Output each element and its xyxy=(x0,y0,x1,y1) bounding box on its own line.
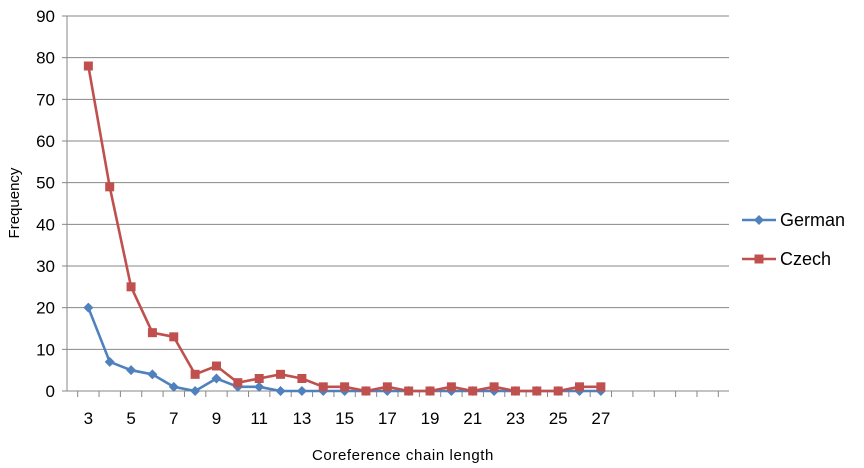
x-tick-label: 5 xyxy=(126,409,135,428)
x-tick-label: 15 xyxy=(335,409,354,428)
data-point xyxy=(468,386,478,396)
legend: German Czech xyxy=(742,210,845,269)
y-tick-label: 70 xyxy=(36,90,55,109)
data-point xyxy=(297,374,307,383)
data-point xyxy=(105,182,115,192)
x-tick-label: 3 xyxy=(84,409,93,428)
legend-label: Czech xyxy=(780,249,831,269)
x-tick-label: 19 xyxy=(421,409,440,428)
data-point xyxy=(596,382,606,392)
data-point xyxy=(211,373,222,384)
data-point xyxy=(532,386,542,396)
data-point xyxy=(147,328,157,338)
data-point xyxy=(83,302,94,313)
y-tick-label: 80 xyxy=(36,49,55,68)
y-tick-label: 50 xyxy=(36,174,55,193)
data-point xyxy=(190,369,200,379)
data-point xyxy=(83,61,93,71)
x-tick-label: 23 xyxy=(506,409,525,428)
legend-marker xyxy=(754,215,764,225)
data-point xyxy=(147,369,158,380)
data-point xyxy=(361,386,371,396)
data-point xyxy=(254,381,265,392)
data-point xyxy=(296,386,307,396)
data-point xyxy=(553,386,563,396)
gridlines xyxy=(67,15,729,350)
x-tick-label: 13 xyxy=(292,409,311,428)
data-point xyxy=(382,382,392,392)
y-tick-label: 30 xyxy=(36,257,55,276)
y-axis-title: Frequency xyxy=(6,167,23,238)
data-point xyxy=(510,386,520,396)
data-point xyxy=(340,382,350,392)
x-tick-label: 27 xyxy=(591,409,610,428)
y-tick-label: 90 xyxy=(36,7,55,26)
x-tick-label: 11 xyxy=(250,409,268,428)
data-series xyxy=(83,61,606,396)
y-tick-label: 40 xyxy=(36,215,55,234)
x-axis-title: Coreference chain length xyxy=(312,447,494,464)
series-line xyxy=(87,65,601,393)
legend-label: German xyxy=(780,210,845,230)
x-tick-labels: 3 5 7 9 11 13 15 17 19 21 23 25 27 xyxy=(84,409,611,428)
legend-marker xyxy=(754,254,764,264)
data-point xyxy=(233,378,243,388)
data-point xyxy=(254,374,264,383)
series-czech xyxy=(83,61,606,396)
data-point xyxy=(275,386,286,396)
x-tick-label: 25 xyxy=(549,409,568,428)
y-tick-label: 10 xyxy=(36,340,55,359)
data-point xyxy=(446,382,456,392)
x-tick-label: 9 xyxy=(212,409,221,428)
data-point xyxy=(168,381,179,392)
data-point xyxy=(318,382,328,392)
data-point xyxy=(169,332,179,342)
legend-item: German xyxy=(742,210,845,230)
data-point xyxy=(211,361,221,371)
y-tick-label: 0 xyxy=(46,382,55,401)
x-tick-label: 17 xyxy=(378,409,397,428)
x-tick-label: 21 xyxy=(463,409,482,428)
axes xyxy=(62,15,729,397)
data-point xyxy=(104,356,115,367)
data-point xyxy=(404,386,414,396)
data-point xyxy=(575,382,585,392)
data-point xyxy=(425,386,435,396)
y-tick-labels: 0 10 20 30 40 50 60 70 80 90 xyxy=(36,7,55,401)
legend-item: Czech xyxy=(742,249,831,269)
y-tick-label: 60 xyxy=(36,132,55,151)
data-point xyxy=(126,282,136,292)
data-point xyxy=(126,365,137,376)
data-point xyxy=(489,382,499,392)
data-point xyxy=(276,369,286,379)
data-point xyxy=(190,386,201,396)
x-tick-label: 7 xyxy=(169,409,178,428)
y-tick-label: 20 xyxy=(36,299,55,318)
